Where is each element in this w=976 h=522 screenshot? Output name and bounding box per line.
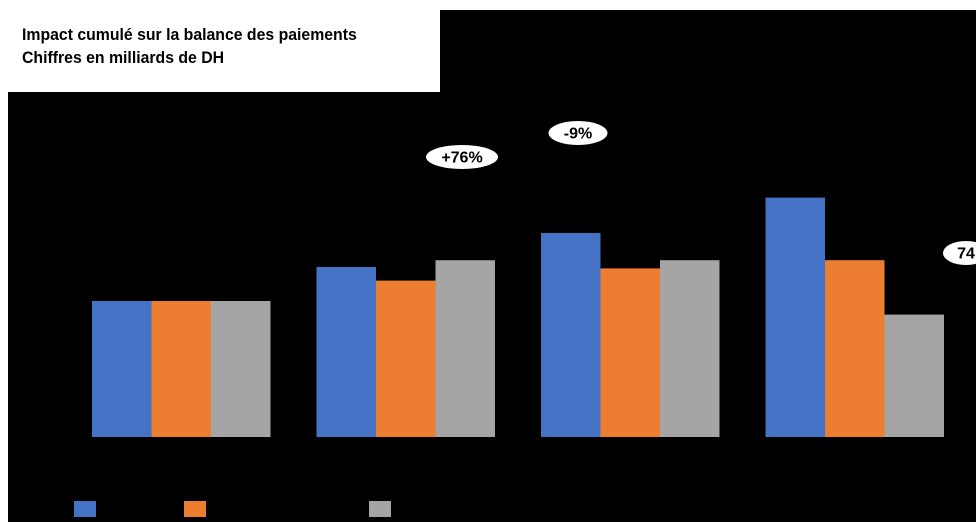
bars-group bbox=[92, 197, 944, 437]
badge-shape bbox=[548, 121, 608, 145]
title-box: Impact cumulé sur la balance des paiemen… bbox=[8, 10, 440, 92]
chart-subtitle: Chiffres en milliards de DH bbox=[22, 48, 225, 67]
growth-badge-3: 74 bbox=[943, 241, 976, 265]
bar-series-1-group-1 bbox=[92, 301, 152, 437]
badge-label: 74 bbox=[957, 246, 975, 263]
legend-swatch-1 bbox=[74, 501, 96, 517]
badge-shape bbox=[943, 241, 976, 265]
bar-series-1-group-4 bbox=[765, 197, 825, 437]
legend-swatch-3 bbox=[369, 501, 391, 517]
growth-badge-1: +76% bbox=[426, 145, 498, 169]
badge-label: +76% bbox=[441, 150, 482, 167]
bar-series-2-group-3 bbox=[600, 268, 660, 437]
growth-badges: +76% -9% 74 bbox=[426, 121, 976, 265]
bar-series-1-group-2 bbox=[316, 267, 376, 437]
bar-series-3-group-4 bbox=[884, 314, 944, 437]
legend bbox=[74, 501, 391, 517]
bar-series-2-group-1 bbox=[151, 301, 211, 437]
bar-series-2-group-4 bbox=[825, 260, 885, 437]
bar-series-3-group-2 bbox=[435, 260, 495, 437]
chart-title: Impact cumulé sur la balance des paiemen… bbox=[22, 25, 357, 44]
growth-badge-2: -9% bbox=[548, 121, 608, 145]
legend-swatch-2 bbox=[184, 501, 206, 517]
bar-series-2-group-2 bbox=[376, 280, 436, 437]
bar-series-1-group-3 bbox=[541, 233, 601, 437]
badge-label: -9% bbox=[564, 126, 592, 143]
bar-series-3-group-3 bbox=[660, 260, 720, 437]
bar-series-3-group-1 bbox=[211, 301, 271, 437]
badge-shape bbox=[426, 145, 498, 169]
